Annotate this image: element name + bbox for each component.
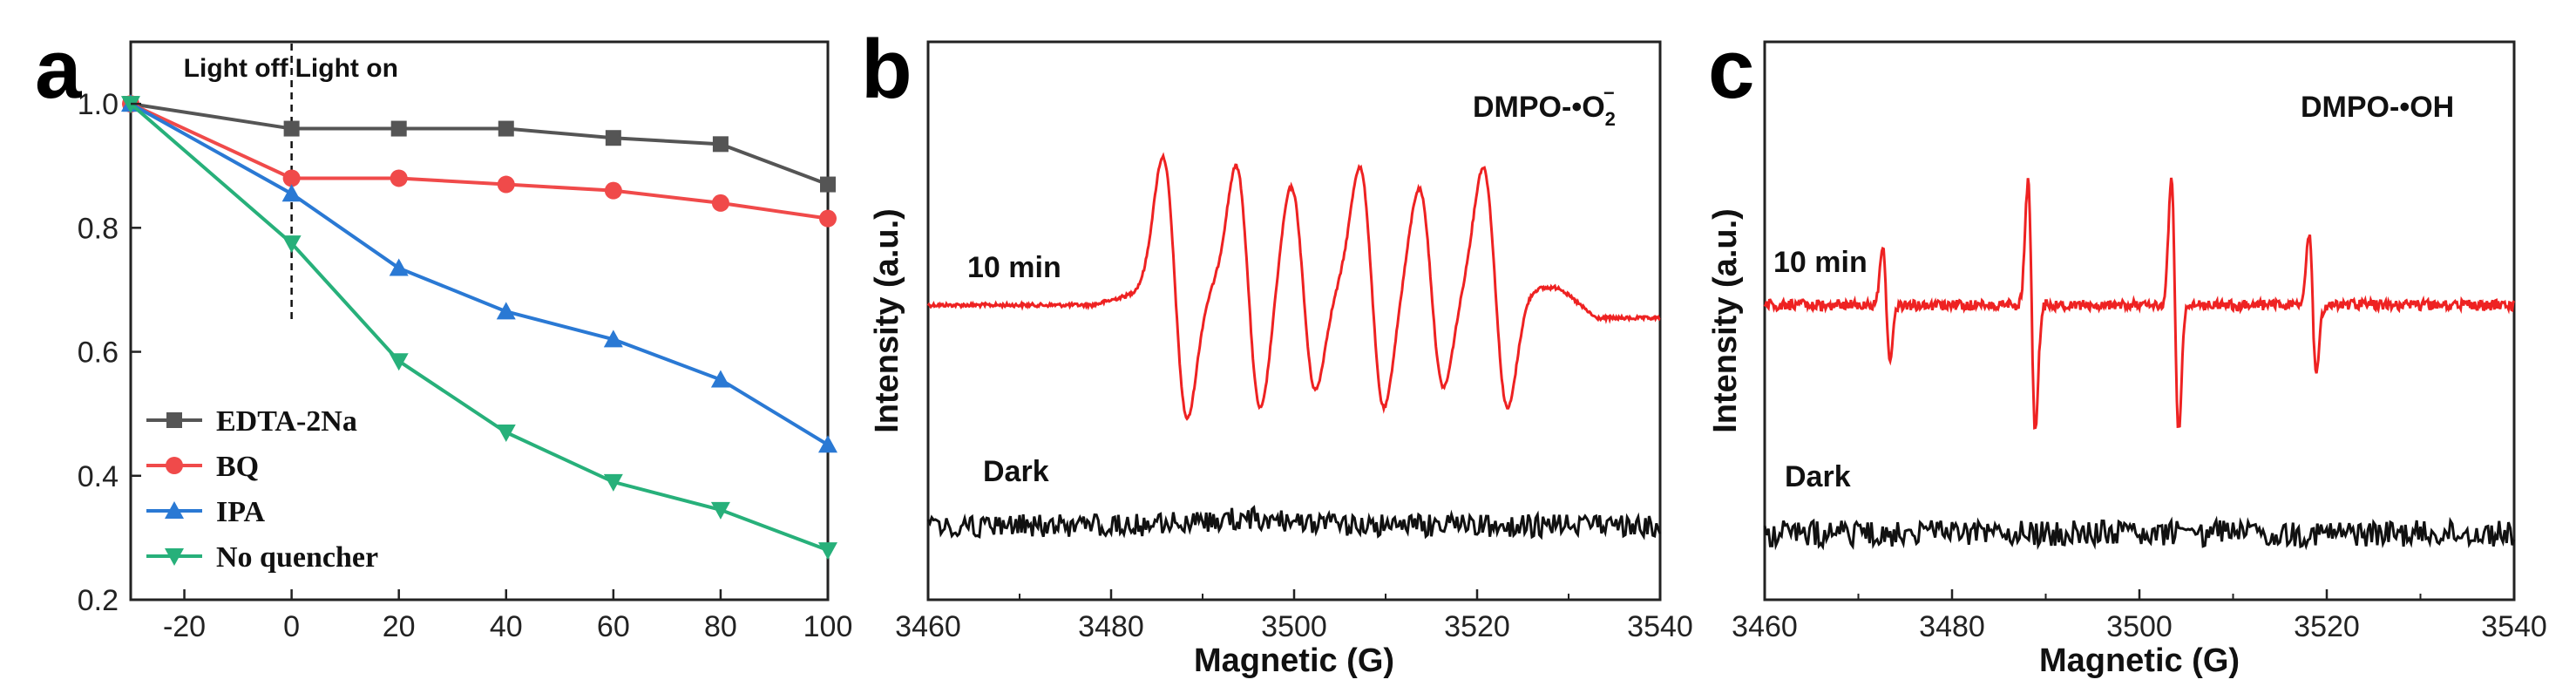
panel-b-chart: Intensity (a.u.) Magnetic (G) DMPO-•O2− … <box>869 40 1693 679</box>
series-3 <box>121 96 837 561</box>
data-point-1 <box>282 169 301 187</box>
x-tick-label-c: 3540 <box>2481 610 2547 643</box>
x-tick-label-a: 60 <box>597 610 630 643</box>
legend-label-3: No quencher <box>216 541 378 574</box>
species-label-b-sup: − <box>1603 82 1615 104</box>
data-point-2 <box>281 184 302 202</box>
x-tick-label-c: 3460 <box>1732 610 1798 643</box>
data-point-2 <box>710 370 730 388</box>
data-point-1 <box>819 209 837 228</box>
data-point-1 <box>390 169 408 187</box>
series-0 <box>123 96 836 193</box>
legend-label-0: EDTA-2Na <box>216 405 357 438</box>
data-point-1 <box>497 175 515 194</box>
series-2 <box>121 94 837 453</box>
data-point-0 <box>166 412 182 428</box>
panel-letter-c: c <box>1708 23 1754 116</box>
series-label-dark-c: Dark <box>1785 460 1851 493</box>
x-axis-label-c: Magnetic (G) <box>2039 642 2240 679</box>
panel-a-frame <box>129 40 830 601</box>
x-tick-label-c: 3480 <box>1919 610 1985 643</box>
x-tick-label-b: 3500 <box>1261 610 1327 643</box>
y-axis-label-b: Intensity (a.u.) <box>869 208 905 433</box>
data-point-3 <box>281 235 302 254</box>
x-tick-label-b: 3540 <box>1627 610 1693 643</box>
data-point-1 <box>604 181 622 200</box>
data-point-3 <box>165 548 184 566</box>
light-on-label: Light on <box>295 54 398 83</box>
data-point-3 <box>603 473 623 492</box>
y-tick-label-a: 0.4 <box>78 460 119 493</box>
light-off-label: Light off <box>184 54 289 83</box>
panel-letter-b: b <box>861 23 912 116</box>
x-tick-label-b: 3480 <box>1078 610 1144 643</box>
data-point-0 <box>390 120 407 137</box>
data-point-3 <box>389 353 409 371</box>
series-label-10min-b: 10 min <box>967 251 1061 284</box>
series-line-dark-c <box>1763 515 2516 551</box>
data-point-2 <box>496 302 516 320</box>
data-point-2 <box>818 435 837 453</box>
x-tick-label-a: 40 <box>490 610 523 643</box>
data-point-3 <box>496 425 516 442</box>
data-point-3 <box>818 542 837 561</box>
x-tick-label-a: -20 <box>163 610 206 643</box>
x-tick-label-c: 3520 <box>2294 610 2360 643</box>
data-point-3 <box>710 501 730 520</box>
panel-c-frame <box>1763 40 2516 601</box>
legend-label-1: BQ <box>216 451 259 483</box>
legend-label-2: IPA <box>216 496 265 528</box>
data-point-0 <box>498 120 514 137</box>
panel-b-frame <box>926 40 1662 601</box>
x-tick-label-a: 80 <box>704 610 737 643</box>
series-line-10min-c <box>1763 177 2516 430</box>
species-label-b-sub: 2 <box>1605 108 1616 130</box>
data-point-1 <box>711 194 729 212</box>
panel-a-chart: Light off Light on -20 0 20 40 60 80 100 0.2 0.4… <box>78 40 853 643</box>
data-point-0 <box>283 120 300 137</box>
y-tick-label-a: 0.2 <box>78 584 119 617</box>
data-point-0 <box>712 136 729 153</box>
series-1 <box>122 95 837 228</box>
x-tick-label-a: 20 <box>383 610 416 643</box>
data-point-2 <box>165 501 184 519</box>
y-axis-label-c: Intensity (a.u.) <box>1707 208 1744 433</box>
species-label-b-main: DMPO-•O <box>1473 91 1605 124</box>
x-axis-label-b: Magnetic (G) <box>1194 642 1394 679</box>
y-tick-label-a: 1.0 <box>78 88 119 121</box>
series-line-2 <box>130 102 830 446</box>
x-tick-label-a: 100 <box>803 610 853 643</box>
x-tick-label-c: 3500 <box>2106 610 2173 643</box>
species-label-b: DMPO-•O2 − <box>1473 82 1616 130</box>
series-line-dark-b <box>926 505 1662 540</box>
data-point-0 <box>605 130 621 146</box>
y-tick-label-a: 0.8 <box>78 212 119 245</box>
series-label-dark-b: Dark <box>983 455 1049 488</box>
x-tick-label-a: 0 <box>283 610 300 643</box>
x-tick-label-b: 3460 <box>895 610 961 643</box>
data-point-2 <box>389 258 409 276</box>
series-line-10min-b <box>926 152 1661 421</box>
data-point-0 <box>820 176 836 193</box>
panel-letter-a: a <box>35 23 82 116</box>
species-label-c: DMPO-•OH <box>2301 91 2454 124</box>
series-line-3 <box>129 102 829 552</box>
x-tick-label-b: 3520 <box>1444 610 1510 643</box>
y-tick-label-a: 0.6 <box>78 336 119 370</box>
data-point-2 <box>603 330 623 348</box>
panel-c-chart: Intensity (a.u.) Magnetic (G) DMPO-•OH 3… <box>1707 40 2547 679</box>
series-label-10min-c: 10 min <box>1773 246 1868 279</box>
data-point-1 <box>166 457 183 474</box>
legend: EDTA-2Na BQ IPA No quencher <box>146 405 378 574</box>
